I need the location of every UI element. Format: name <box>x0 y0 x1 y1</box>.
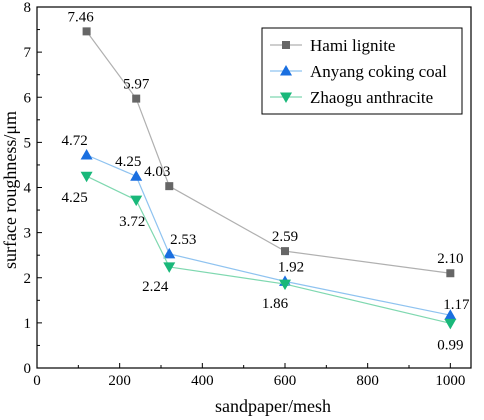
x-tick-label: 400 <box>191 373 214 389</box>
data-label: 1.17 <box>443 297 470 313</box>
y-tick-label: 4 <box>24 181 32 197</box>
y-tick-label: 1 <box>24 316 32 332</box>
data-point <box>444 309 457 320</box>
plot-area: 0 200 400 600 800 1000 0 1 2 3 4 5 6 7 8 7.46 5.97 4.03 2.… <box>24 0 472 389</box>
data-point <box>163 262 176 273</box>
y-tick-label: 0 <box>24 361 32 377</box>
data-point <box>82 27 91 36</box>
data-label: 4.03 <box>144 164 170 180</box>
data-point <box>444 318 457 330</box>
data-point <box>130 170 143 181</box>
y-tick-label: 2 <box>24 271 32 287</box>
legend-label: Hami lignite <box>310 36 395 55</box>
y-tick-label: 3 <box>24 226 32 242</box>
data-label: 1.86 <box>262 296 289 312</box>
data-point <box>165 182 174 191</box>
x-tick-label: 1000 <box>435 373 465 389</box>
data-label: 1.92 <box>278 259 304 275</box>
data-label: 2.10 <box>437 251 463 267</box>
y-tick-label: 6 <box>24 90 32 106</box>
data-label: 7.46 <box>67 9 94 25</box>
data-point <box>80 149 93 160</box>
x-tick-label: 200 <box>108 373 131 389</box>
y-tick-label: 8 <box>24 0 32 16</box>
data-label: 2.53 <box>170 232 196 248</box>
data-label: 4.25 <box>115 154 141 170</box>
data-point <box>80 171 93 183</box>
data-label: 4.72 <box>61 133 87 149</box>
data-label: 2.24 <box>142 279 169 295</box>
data-point <box>130 195 143 207</box>
data-label: 4.25 <box>61 190 87 206</box>
legend-label: Anyang coking coal <box>310 62 447 81</box>
y-axis-title: surface roughness/μm <box>0 111 20 269</box>
data-label: 3.72 <box>119 214 145 230</box>
legend-marker <box>280 92 292 103</box>
data-point <box>163 247 176 259</box>
x-tick-label: 800 <box>356 373 379 389</box>
legend-label: Zhaogu anthracite <box>310 88 433 107</box>
y-tick-label: 5 <box>24 135 32 151</box>
data-point <box>279 279 291 291</box>
data-point <box>132 94 141 103</box>
legend-marker <box>282 41 290 49</box>
x-tick-label: 0 <box>33 373 41 389</box>
x-tick-label: 600 <box>274 373 297 389</box>
data-point <box>446 269 455 278</box>
x-axis-title: sandpaper/mesh <box>215 396 331 416</box>
data-point <box>281 247 289 256</box>
y-tick-label: 7 <box>24 45 32 61</box>
data-label: 0.99 <box>437 337 463 353</box>
data-label: 2.59 <box>272 229 298 245</box>
legend-marker <box>280 65 292 76</box>
data-label: 5.97 <box>123 77 150 93</box>
